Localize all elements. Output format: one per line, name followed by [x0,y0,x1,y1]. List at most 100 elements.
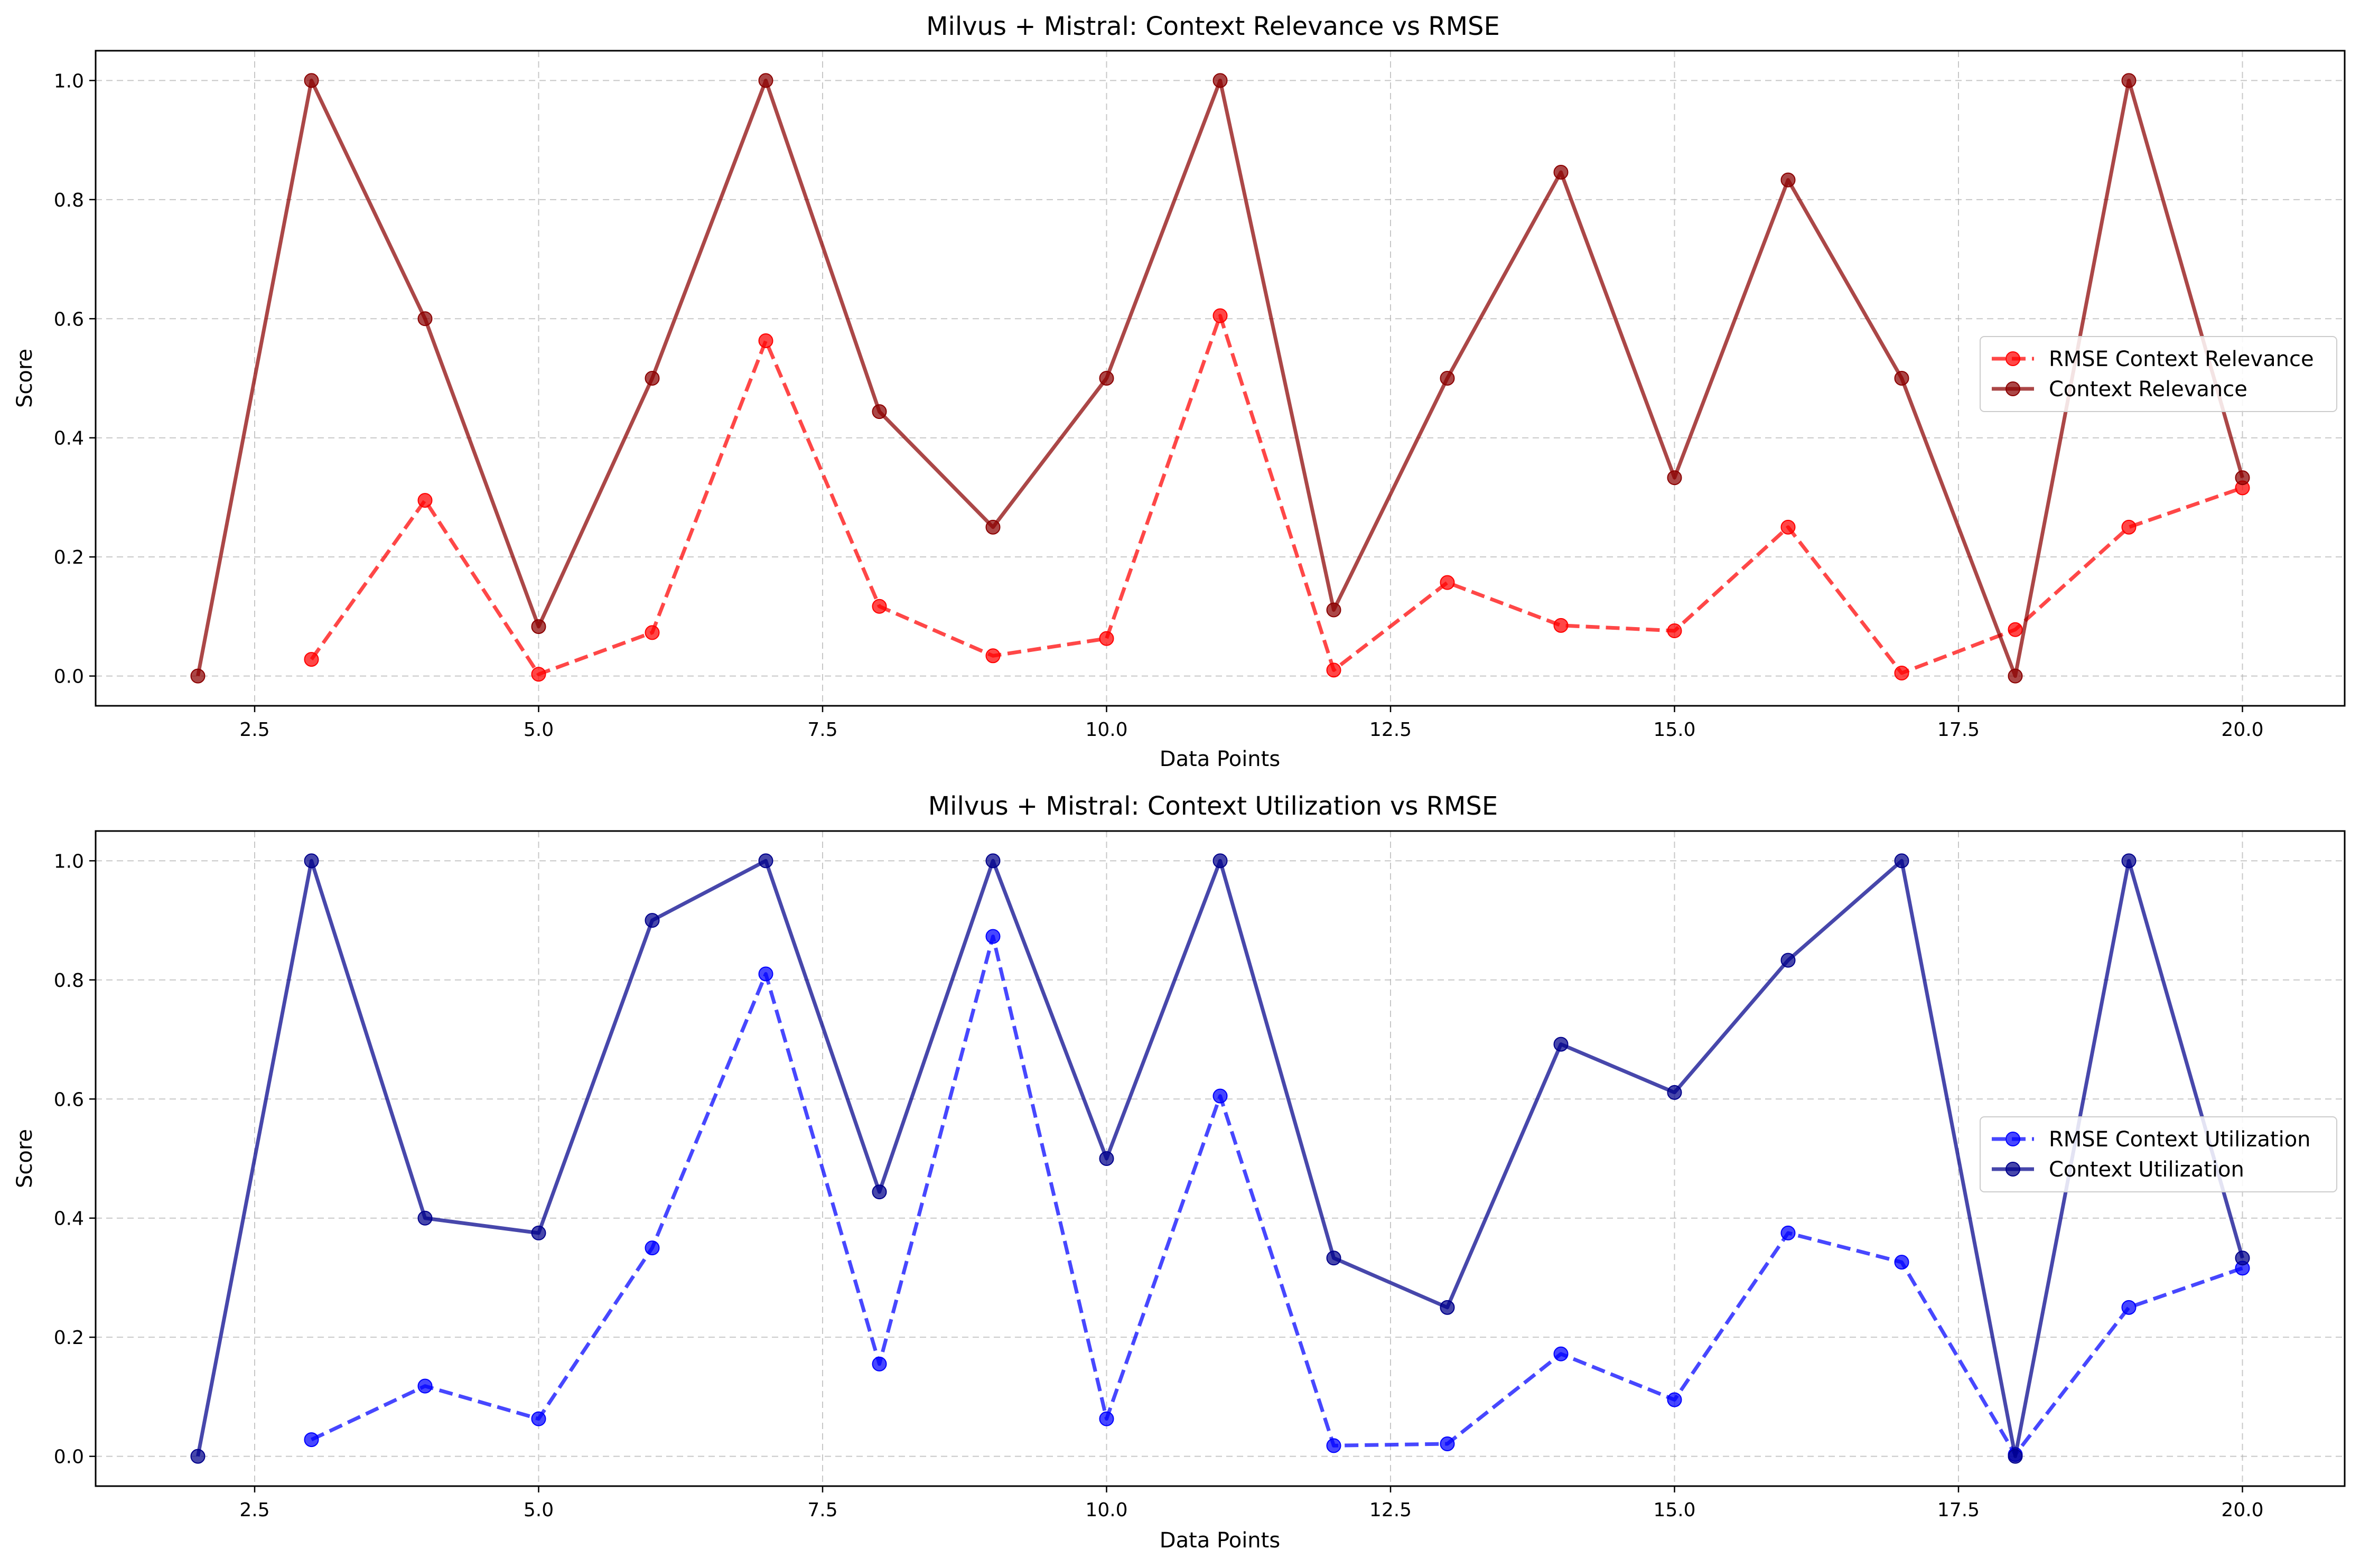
x-tick-label: 15.0 [1653,719,1695,741]
x-tick-label: 17.5 [1937,719,1980,741]
x-tick-label: 20.0 [2221,719,2263,741]
x-tick-label: 17.5 [1937,1499,1980,1521]
x-tick-label: 10.0 [1085,1499,1127,1521]
data-point [417,1378,433,1394]
data-point [2121,519,2137,535]
data-point [1326,602,1341,618]
data-point [417,1210,433,1226]
data-point [1440,575,1455,590]
data-point [2008,668,2023,684]
data-point [190,1449,206,1464]
data-point [1099,631,1114,646]
chart-context-utilization: Milvus + Mistral: Context Utilization vs… [13,791,2346,1553]
plot-frame [95,830,2346,1487]
y-tick-label: 0.4 [54,1208,84,1230]
data-point [872,1184,887,1200]
data-point [1894,666,1909,680]
data-point [1553,1037,1569,1052]
series-rmse-context-relevance [304,308,2250,682]
data-point [872,404,887,419]
legend-item: Context Relevance [1992,377,2247,402]
x-tick-label: 2.5 [239,719,269,741]
data-point [1212,73,1228,88]
data-point [758,73,773,88]
legend-item: RMSE Context Utilization [1992,1127,2311,1152]
data-point [645,1240,660,1256]
data-point [531,619,546,634]
data-point [1780,172,1796,188]
legend-swatch-marker [2005,1162,2020,1177]
data-point [304,652,319,667]
data-point [872,1356,887,1371]
data-point [1212,1088,1228,1104]
data-point [1667,470,1682,486]
legend-label: Context Relevance [2049,377,2247,402]
x-tick-label: 12.5 [1369,1499,1412,1521]
chart-context-relevance: Milvus + Mistral: Context Relevance vs R… [13,12,2346,771]
data-point [2235,1250,2250,1266]
data-point [758,333,773,348]
plot-frame [95,50,2346,707]
data-point [985,519,1001,535]
x-axis-label: Data Points [1160,1528,1280,1553]
data-point [1667,1085,1682,1100]
x-tick-label: 5.0 [524,719,554,741]
y-tick-label: 0.8 [54,970,84,992]
series-context-relevance [190,73,2250,684]
data-point [985,853,1001,869]
data-point [1780,519,1796,535]
data-point [417,311,433,326]
data-point [1326,662,1341,678]
chart-title: Milvus + Mistral: Context Utilization vs… [928,791,1498,821]
data-point [1894,371,1909,386]
legend: RMSE Context Utilization Context Utilizat… [1980,1116,2337,1192]
data-point [531,1411,546,1426]
data-point [1894,1255,1909,1270]
data-point [1099,1411,1114,1426]
x-tick-label: 5.0 [524,1499,554,1521]
y-tick-label: 0.8 [54,190,84,211]
data-point [417,493,433,508]
legend-swatch-marker [2005,351,2020,366]
y-axis-label: Score [13,1129,37,1188]
data-point [2121,73,2137,88]
y-axis-label: Score [13,349,37,408]
series-layer [190,73,2250,684]
legend-item: Context Utilization [1992,1158,2244,1182]
series-line [311,935,2243,1457]
x-axis-ticks: 2.5 5.0 7.5 10.0 12.5 15.0 17.5 20.0 [239,1486,2264,1521]
series-layer [190,853,2250,1464]
y-tick-label: 0.0 [54,666,84,688]
data-point [2121,853,2137,869]
data-point [1212,308,1228,323]
y-tick-label: 0.0 [54,1446,84,1468]
x-tick-label: 12.5 [1369,719,1412,741]
y-tick-label: 0.6 [54,309,84,330]
data-point [1326,1438,1341,1453]
x-tick-label: 20.0 [2221,1499,2263,1521]
data-point [2235,470,2250,486]
data-point [1553,1346,1569,1361]
data-point [1099,1151,1114,1166]
legend-box [1980,336,2337,412]
y-tick-label: 0.4 [54,428,84,450]
y-tick-label: 1.0 [54,70,84,92]
legend-box [1980,1116,2337,1192]
data-point [531,667,546,682]
data-point [1780,1225,1796,1240]
legend-swatch-marker [2005,1132,2020,1146]
y-tick-label: 1.0 [54,851,84,872]
x-tick-label: 15.0 [1653,1499,1695,1521]
y-tick-label: 0.2 [54,1327,84,1349]
data-point [1326,1250,1341,1266]
data-point [304,853,319,869]
data-point [1553,618,1569,633]
legend-label: Context Utilization [2049,1158,2244,1182]
x-tick-label: 2.5 [239,1499,269,1521]
x-axis-ticks: 2.5 5.0 7.5 10.0 12.5 15.0 17.5 20.0 [239,706,2264,741]
series-rmse-context-utilization [304,929,2250,1462]
legend-item: RMSE Context Relevance [1992,347,2314,371]
chart-title: Milvus + Mistral: Context Relevance vs R… [926,12,1500,41]
data-point [190,668,206,684]
